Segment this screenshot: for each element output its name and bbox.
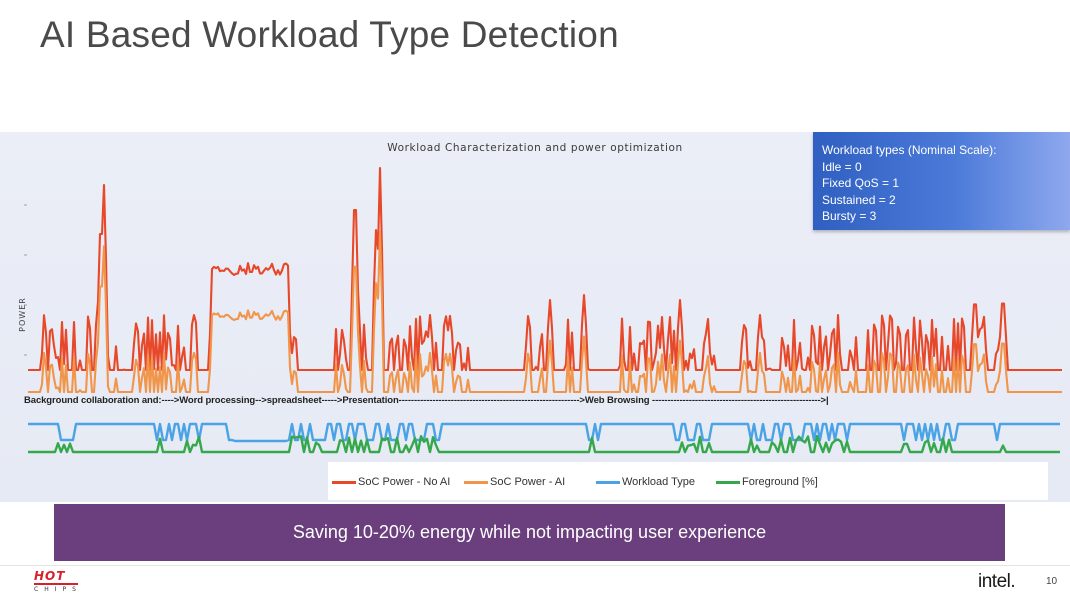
y-axis-ticks	[24, 204, 27, 356]
legend-label: SoC Power - AI	[490, 476, 566, 488]
slide-title: AI Based Workload Type Detection	[40, 14, 619, 55]
workload-legend-item: Idle = 0	[822, 159, 862, 174]
series-line-soc-power-ai	[28, 231, 1062, 394]
hot-chips-logo: HOT CHIPS	[34, 570, 82, 596]
legend-label: Foreground [%]	[742, 476, 818, 488]
legend-swatch-workload	[596, 480, 620, 484]
summary-banner: Saving 10-20% energy while not impacting…	[54, 504, 1005, 561]
series-line-soc-power-no-ai	[28, 166, 1062, 372]
intel-logo: intel.	[978, 571, 1016, 592]
legend-entry-workload: Workload Type	[596, 476, 695, 488]
legend-swatch-foreground	[716, 480, 740, 484]
workload-legend-item: Sustained = 2	[822, 192, 896, 207]
legend-entry-foreground: Foreground [%]	[716, 476, 818, 488]
hot-chips-logo-sub: CHIPS	[34, 586, 82, 593]
series-line-workload-type	[28, 422, 1060, 443]
legend-label: SoC Power - No AI	[358, 476, 451, 488]
legend-label: Workload Type	[622, 476, 695, 488]
workload-phase-annotation: Background collaboration and:---->Word p…	[24, 395, 829, 406]
legend-entry-no-ai: SoC Power - No AI	[332, 476, 450, 488]
workload-legend-item: Fixed QoS = 1	[822, 176, 900, 190]
series-line-foreground	[28, 434, 1060, 454]
chart-title: Workload Characterization and power opti…	[387, 142, 683, 154]
legend-entry-ai: SoC Power - AI	[464, 476, 565, 488]
legend-swatch-ai	[464, 480, 488, 484]
series-legend: SoC Power - No AI SoC Power - AI Workloa…	[328, 462, 1048, 500]
legend-swatch-no-ai	[332, 480, 356, 484]
page-number: 10	[1046, 576, 1058, 587]
footer-divider	[0, 565, 1070, 566]
workload-types-legend: Workload types (Nominal Scale): Idle = 0…	[813, 132, 1070, 230]
y-axis-label: POWER	[17, 297, 27, 332]
workload-legend-heading: Workload types (Nominal Scale):	[822, 143, 997, 157]
hot-chips-logo-word: HOT	[34, 569, 66, 583]
workload-legend-item: Bursty = 3	[822, 209, 877, 223]
hot-chips-logo-bar	[34, 583, 78, 585]
